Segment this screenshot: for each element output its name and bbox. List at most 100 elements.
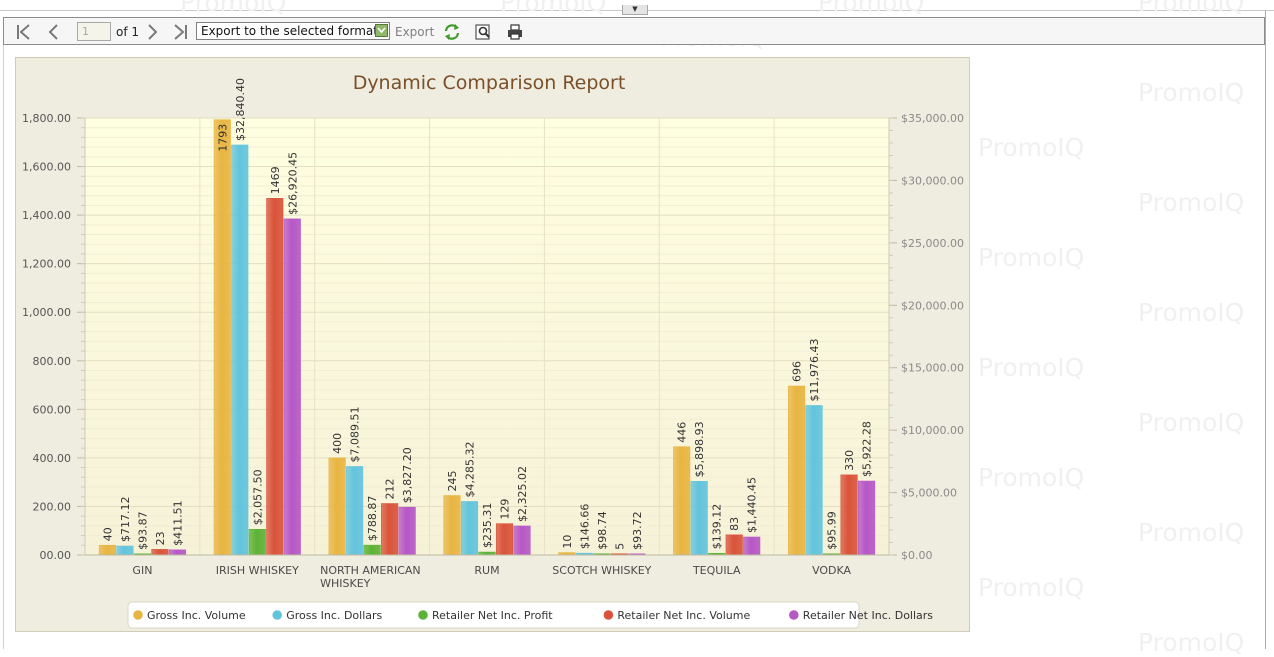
- y-right-tick-label: $0.00: [901, 549, 933, 562]
- bar[interactable]: [328, 457, 346, 556]
- legend-marker: [271, 609, 283, 621]
- first-page-button[interactable]: [14, 22, 34, 42]
- watermark-text: PromoIQ: [180, 0, 287, 17]
- y-left-tick-label: 1,800.00: [22, 112, 71, 125]
- search-button[interactable]: [473, 22, 493, 42]
- bar-value-label: 40: [101, 527, 114, 541]
- bar-value-label: $139.12: [711, 504, 724, 550]
- x-category-label: IRISH WHISKEY: [216, 564, 299, 577]
- previous-page-button[interactable]: [44, 22, 64, 42]
- previous-page-icon: [45, 23, 63, 41]
- search-icon: [474, 23, 492, 41]
- bar[interactable]: [248, 529, 266, 556]
- bar[interactable]: [168, 549, 186, 556]
- bar[interactable]: [858, 480, 876, 556]
- legend-item[interactable]: Gross Inc. Dollars: [286, 609, 382, 622]
- y-left-tick-label: 00.00: [40, 549, 72, 562]
- bar[interactable]: [673, 446, 691, 556]
- bar-value-label: 83: [728, 517, 741, 531]
- export-button[interactable]: Export: [395, 25, 435, 39]
- bar[interactable]: [690, 481, 708, 556]
- last-page-button[interactable]: [170, 22, 190, 42]
- watermark-text: PromoIQ: [1138, 628, 1245, 657]
- bar-value-label: $2,325.02: [516, 466, 529, 522]
- bar-value-label: $5,898.93: [693, 421, 706, 477]
- bar[interactable]: [283, 218, 301, 556]
- collapse-toolbar-toggle[interactable]: ▼: [622, 5, 648, 15]
- bar[interactable]: [443, 495, 461, 556]
- bar[interactable]: [363, 544, 381, 556]
- bar-value-label: $411.51: [171, 500, 184, 546]
- bar[interactable]: [805, 405, 823, 556]
- y-left-tick-label: 1,600.00: [22, 161, 71, 174]
- y-right-tick-label: $35,000.00: [901, 112, 964, 125]
- bar[interactable]: [398, 506, 416, 556]
- bar-value-label: 400: [331, 433, 344, 454]
- x-category-label-line: RUM: [474, 564, 499, 577]
- legend-item[interactable]: Retailer Net Inc. Profit: [432, 609, 553, 622]
- bar[interactable]: [788, 385, 806, 556]
- legend-marker: [417, 609, 429, 621]
- bar-value-label: $3,827.20: [401, 447, 414, 503]
- watermark-text: PromoIQ: [978, 353, 1085, 382]
- bar[interactable]: [116, 545, 134, 556]
- y-right-tick-label: $30,000.00: [901, 174, 964, 187]
- bar[interactable]: [231, 144, 249, 556]
- bar-value-label: 696: [791, 361, 804, 382]
- bar[interactable]: [98, 544, 116, 556]
- bar[interactable]: [495, 523, 514, 556]
- first-page-icon: [15, 23, 33, 41]
- bar[interactable]: [266, 198, 284, 556]
- y-left-tick-label: 800.00: [33, 355, 72, 368]
- y-right-tick-label: $25,000.00: [901, 237, 964, 250]
- x-category-label: SCOTCH WHISKEY: [552, 564, 651, 577]
- last-page-icon: [171, 23, 189, 41]
- bar-value-label: 1793: [216, 124, 229, 152]
- watermark-text: PromoIQ: [1138, 0, 1245, 17]
- bar[interactable]: [346, 466, 364, 556]
- bar-value-label: 446: [676, 422, 689, 443]
- x-category-label: TEQUILA: [692, 564, 741, 577]
- bar-value-label: $98.74: [596, 511, 609, 550]
- x-category-label-line: WHISKEY: [320, 577, 371, 590]
- bar[interactable]: [725, 534, 743, 556]
- x-category-label-line: GIN: [132, 564, 152, 577]
- export-format-select[interactable]: Export to the selected format: [196, 22, 390, 40]
- legend-item[interactable]: Retailer Net Inc. Dollars: [803, 609, 934, 622]
- y-left-tick-label: 600.00: [33, 403, 72, 416]
- bar[interactable]: [460, 501, 479, 556]
- bar[interactable]: [381, 503, 399, 556]
- bar-value-label: 129: [499, 499, 512, 520]
- next-page-button[interactable]: [142, 22, 162, 42]
- bar-value-label: $235.31: [481, 503, 494, 549]
- bar-value-label: 23: [154, 531, 167, 545]
- bar-value-label: $95.99: [826, 511, 839, 550]
- bar-value-label: 245: [446, 471, 459, 492]
- bar[interactable]: [743, 536, 761, 556]
- bar[interactable]: [213, 119, 231, 556]
- bar[interactable]: [840, 474, 858, 556]
- legend-marker: [132, 609, 144, 621]
- plot-area: [85, 118, 889, 555]
- watermark-text: PromoIQ: [1138, 408, 1245, 437]
- x-category-label-line: IRISH WHISKEY: [216, 564, 299, 577]
- bar-value-label: $7,089.51: [349, 406, 362, 462]
- bar[interactable]: [151, 549, 169, 556]
- refresh-icon: [443, 23, 461, 41]
- bar-value-label: $2,057.50: [251, 469, 264, 525]
- watermark-text: PromoIQ: [978, 133, 1085, 162]
- bar-value-label: 330: [843, 450, 856, 471]
- legend-item[interactable]: Gross Inc. Volume: [147, 609, 246, 622]
- page-count-label: of 1: [116, 25, 140, 39]
- refresh-button[interactable]: [442, 22, 462, 42]
- x-category-label-line: SCOTCH WHISKEY: [552, 564, 651, 577]
- page-number-input[interactable]: [77, 22, 111, 41]
- print-button[interactable]: [505, 22, 525, 42]
- legend-marker: [603, 609, 614, 621]
- bar-value-label: 212: [384, 479, 397, 500]
- export-format-value: Export to the selected format: [201, 24, 378, 38]
- watermark-text: PromoIQ: [1138, 298, 1245, 327]
- bar[interactable]: [513, 525, 531, 556]
- legend-item[interactable]: Retailer Net Inc. Volume: [617, 609, 750, 622]
- watermark-text: PromoIQ: [1138, 188, 1245, 217]
